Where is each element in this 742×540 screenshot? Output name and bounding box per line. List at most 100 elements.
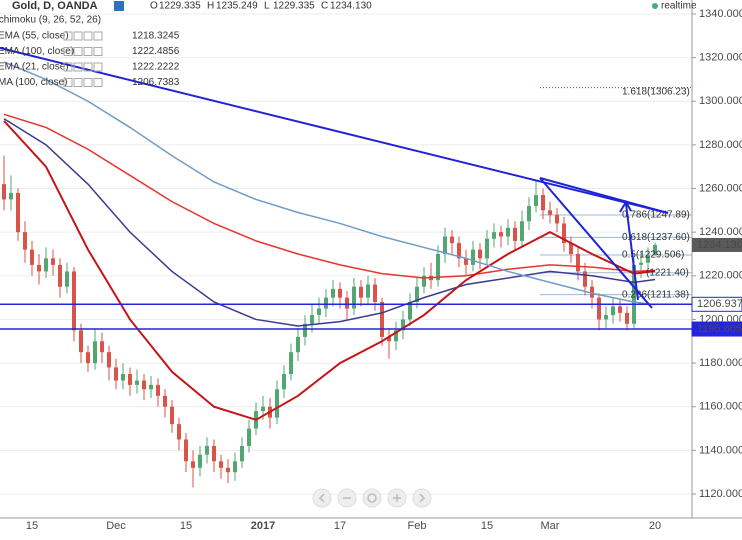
legend-name: EMA (21, close) [0, 62, 69, 73]
icon [419, 493, 426, 503]
candle-body [212, 445, 216, 462]
candle-body [149, 384, 153, 390]
candle-body [16, 192, 20, 233]
y-tick-label: 1320.000 [699, 52, 742, 64]
candle-body [534, 195, 538, 206]
candle-body [359, 286, 363, 298]
candle-body [513, 227, 517, 241]
candle-body [65, 271, 69, 287]
candle-body [366, 284, 370, 298]
legend-icon [73, 78, 83, 87]
scroll-right-button[interactable] [412, 488, 432, 508]
candle-body [478, 249, 482, 259]
candle-body [464, 258, 468, 265]
candle-body [331, 288, 335, 298]
candle-body [401, 319, 405, 331]
arrow [625, 203, 639, 301]
candle-body [632, 264, 636, 324]
candle-body [93, 341, 97, 364]
y-tick-label: 1300.000 [699, 95, 742, 107]
grid [0, 13, 692, 495]
candle-body [163, 395, 167, 407]
fib-label: (1221.40) [646, 267, 689, 278]
x-tick-label: 17 [334, 520, 346, 532]
candle-body [611, 306, 615, 316]
candle-body [198, 454, 202, 468]
legend-icon [83, 62, 93, 72]
candle-body [37, 264, 41, 272]
candle-body [128, 373, 132, 385]
candle-body [338, 288, 342, 298]
legend-name: EMA (100, close) [0, 46, 74, 57]
candle-body [597, 297, 601, 320]
candle-body [289, 352, 293, 374]
candle-body [247, 428, 251, 446]
fib-label: 0.236(1211.38) [622, 289, 689, 300]
candle-body [58, 264, 62, 287]
candle-body [520, 221, 524, 241]
candle-body [2, 184, 6, 200]
candle-body [282, 373, 286, 390]
candle-body [317, 308, 321, 316]
y-tick-label: 1120.000 [699, 488, 742, 500]
candle-body [380, 301, 384, 337]
y-tick-label: 1140.000 [699, 444, 742, 456]
candle-body [457, 243, 461, 259]
candle-body [415, 286, 419, 302]
indicator-line [3, 120, 656, 421]
candle-body [618, 306, 622, 313]
candle-body [590, 286, 594, 298]
ohlc-key: C [321, 1, 328, 12]
icon [393, 494, 401, 502]
candle-body [303, 323, 307, 337]
candle-body [555, 214, 559, 224]
candle-body [562, 223, 566, 244]
reset-button[interactable] [362, 488, 382, 508]
legend-icon [73, 62, 83, 72]
candle-body [625, 312, 629, 324]
y-tick-label: 1160.000 [699, 401, 742, 413]
candle-body [373, 284, 377, 302]
legend-icon [83, 31, 93, 41]
legend: Gold, D, OANDA realtime Ichimoku (9, 26,… [0, 0, 697, 88]
candle-body [527, 205, 531, 222]
candle-body [135, 380, 139, 385]
ohlc-value: 1235.249 [216, 1, 258, 12]
price-tag [691, 296, 742, 312]
candle-body [436, 253, 440, 281]
candle-body [443, 236, 447, 254]
drawings [0, 47, 669, 309]
candle-body [408, 301, 412, 320]
axes: 1120.0001140.0001160.0001180.0001200.000… [26, 8, 742, 532]
indicator-line [3, 113, 656, 279]
x-tick-label: 15 [180, 520, 192, 532]
legend-icon [93, 31, 103, 41]
x-tick-label: Feb [408, 520, 427, 532]
ohlc-value: 1234.130 [330, 1, 372, 12]
indicator-line [3, 118, 656, 327]
candle-body [156, 384, 160, 396]
ohlc-key: H [207, 1, 214, 12]
candle-body [79, 330, 83, 353]
symbol: Gold, D, OANDA [12, 0, 98, 12]
scroll-left-button[interactable] [312, 488, 332, 508]
candle-body [9, 192, 13, 200]
candle-body [422, 275, 426, 287]
candle-body [352, 286, 356, 309]
candle-body [205, 445, 209, 455]
x-tick-label: 20 [649, 520, 661, 532]
candle-body [583, 271, 587, 287]
icon[interactable] [114, 1, 124, 11]
price-tag-label: 1195.605 [697, 323, 742, 335]
candle-body [226, 467, 230, 473]
icon [367, 493, 377, 503]
candle-body [576, 253, 580, 272]
price-tag [691, 321, 742, 337]
candle-body [23, 232, 27, 250]
candle-body [275, 389, 279, 418]
y-tick-label: 1240.000 [699, 226, 742, 238]
legend-icon [73, 47, 83, 56]
candle-body [296, 336, 300, 353]
legend-name: EMA (55, close) [0, 31, 69, 42]
candle-body [142, 380, 146, 390]
